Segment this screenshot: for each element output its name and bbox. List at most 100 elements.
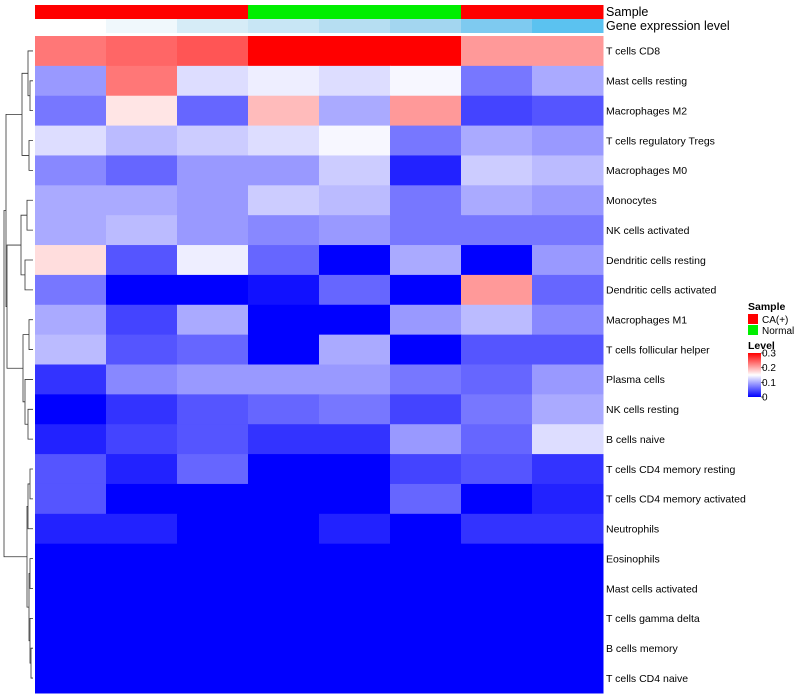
- heatmap-cell: [461, 155, 533, 186]
- heatmap-cell: [319, 65, 391, 97]
- heatmap-cell: [248, 334, 320, 365]
- heatmap-cell: [177, 185, 249, 216]
- heatmap-cell: [177, 483, 249, 515]
- heatmap-cell: [532, 633, 604, 664]
- row-label: Macrophages M0: [606, 165, 687, 177]
- row-label: Macrophages M2: [606, 105, 687, 117]
- heatmap-cell: [390, 65, 462, 97]
- heatmap-cell: [390, 424, 462, 455]
- heatmap-cell: [390, 36, 462, 67]
- heatmap-cell: [35, 65, 107, 97]
- heatmap-cell: [106, 95, 178, 127]
- heatmap-cell: [177, 334, 249, 365]
- heatmap-cell: [461, 424, 533, 455]
- heatmap-cell: [106, 36, 178, 67]
- heatmap-cell: [461, 543, 533, 575]
- heatmap-cell: [177, 364, 249, 395]
- heatmap-cell: [106, 304, 178, 336]
- row-label: Neutrophils: [606, 524, 659, 536]
- dendrogram-branch: [29, 558, 33, 589]
- heatmap-cell: [390, 543, 462, 575]
- level-tick-label: 0.2: [762, 363, 776, 374]
- heatmap-cell: [461, 364, 533, 395]
- annotation-label: Sample: [606, 5, 648, 19]
- annotation-cell: [390, 19, 462, 33]
- heatmap-cell: [248, 245, 320, 276]
- heatmap-cell: [390, 215, 462, 246]
- dendrogram-branch: [29, 80, 33, 112]
- row-label: Monocytes: [606, 195, 657, 207]
- heatmap-cell: [532, 334, 604, 365]
- heatmap-cell: [248, 304, 320, 336]
- heatmap-cell: [177, 633, 249, 664]
- heatmap-cell: [106, 573, 178, 604]
- heatmap-cell: [177, 125, 249, 156]
- annotation-cell: [461, 19, 533, 33]
- heatmap-cell: [319, 304, 391, 336]
- heatmap-cell: [35, 543, 107, 575]
- heatmap-cell: [390, 364, 462, 395]
- row-label: T cells CD8: [606, 46, 660, 58]
- heatmap-cell: [35, 245, 107, 276]
- heatmap-cell: [390, 663, 462, 694]
- dendrogram-branch: [27, 408, 33, 440]
- row-label: T cells gamma delta: [606, 613, 700, 625]
- heatmap-cell: [106, 65, 178, 97]
- heatmap-cell: [390, 513, 462, 545]
- heatmap-cell: [461, 245, 533, 276]
- heatmap-cell: [35, 573, 107, 604]
- heatmap-cell: [390, 394, 462, 425]
- heatmap-cell: [390, 245, 462, 276]
- row-label: Dendritic cells resting: [606, 255, 706, 267]
- heatmap-cell: [319, 454, 391, 485]
- dendrogram-branch: [24, 379, 33, 425]
- row-label: Mast cells resting: [606, 76, 687, 88]
- heatmap-cell: [319, 424, 391, 455]
- heatmap-cell: [390, 304, 462, 336]
- heatmap-cell: [35, 603, 107, 634]
- row-label: T cells CD4 memory resting: [606, 464, 735, 476]
- heatmap-cell: [248, 125, 320, 156]
- sample-legend-swatch: [748, 314, 758, 324]
- dendrogram-branch: [28, 319, 33, 350]
- sample-legend-label: CA(+): [762, 315, 788, 326]
- heatmap-cell: [319, 36, 391, 67]
- heatmap-cell: [248, 274, 320, 306]
- heatmap-cell: [106, 185, 178, 216]
- annotation-cell: [532, 5, 604, 19]
- annotation-cell: [532, 19, 604, 33]
- dendrogram-branch: [24, 259, 33, 291]
- annotation-cell: [390, 5, 462, 19]
- heatmap-cell: [35, 454, 107, 485]
- level-tick-label: 0.1: [762, 378, 776, 389]
- heatmap-cell: [319, 245, 391, 276]
- heatmap-cell: [319, 185, 391, 216]
- heatmap-cell: [35, 36, 107, 67]
- row-label: Eosinophils: [606, 553, 660, 565]
- heatmap-cell: [248, 663, 320, 694]
- heatmap-cell: [461, 274, 533, 306]
- heatmap-cell: [319, 364, 391, 395]
- heatmap-cell: [35, 633, 107, 664]
- heatmap-cell: [532, 573, 604, 604]
- annotation-cell: [319, 19, 391, 33]
- heatmap-cell: [319, 663, 391, 694]
- heatmap-cell: [390, 483, 462, 515]
- annotation-cell: [106, 5, 178, 19]
- heatmap-cell: [532, 185, 604, 216]
- dendrogram-branch: [27, 483, 33, 530]
- heatmap-cell: [319, 125, 391, 156]
- heatmap-cell: [532, 65, 604, 97]
- heatmap-cell: [532, 424, 604, 455]
- heatmap-cell: [390, 334, 462, 365]
- heatmap-cell: [319, 603, 391, 634]
- heatmap-cell: [177, 304, 249, 336]
- heatmap-cell: [461, 633, 533, 664]
- heatmap-cell: [461, 304, 533, 336]
- heatmap-cell: [177, 543, 249, 575]
- heatmap-cell: [35, 215, 107, 246]
- heatmap-cell: [461, 95, 533, 127]
- annotation-label: Gene expression level: [606, 19, 730, 33]
- heatmap-cell: [177, 603, 249, 634]
